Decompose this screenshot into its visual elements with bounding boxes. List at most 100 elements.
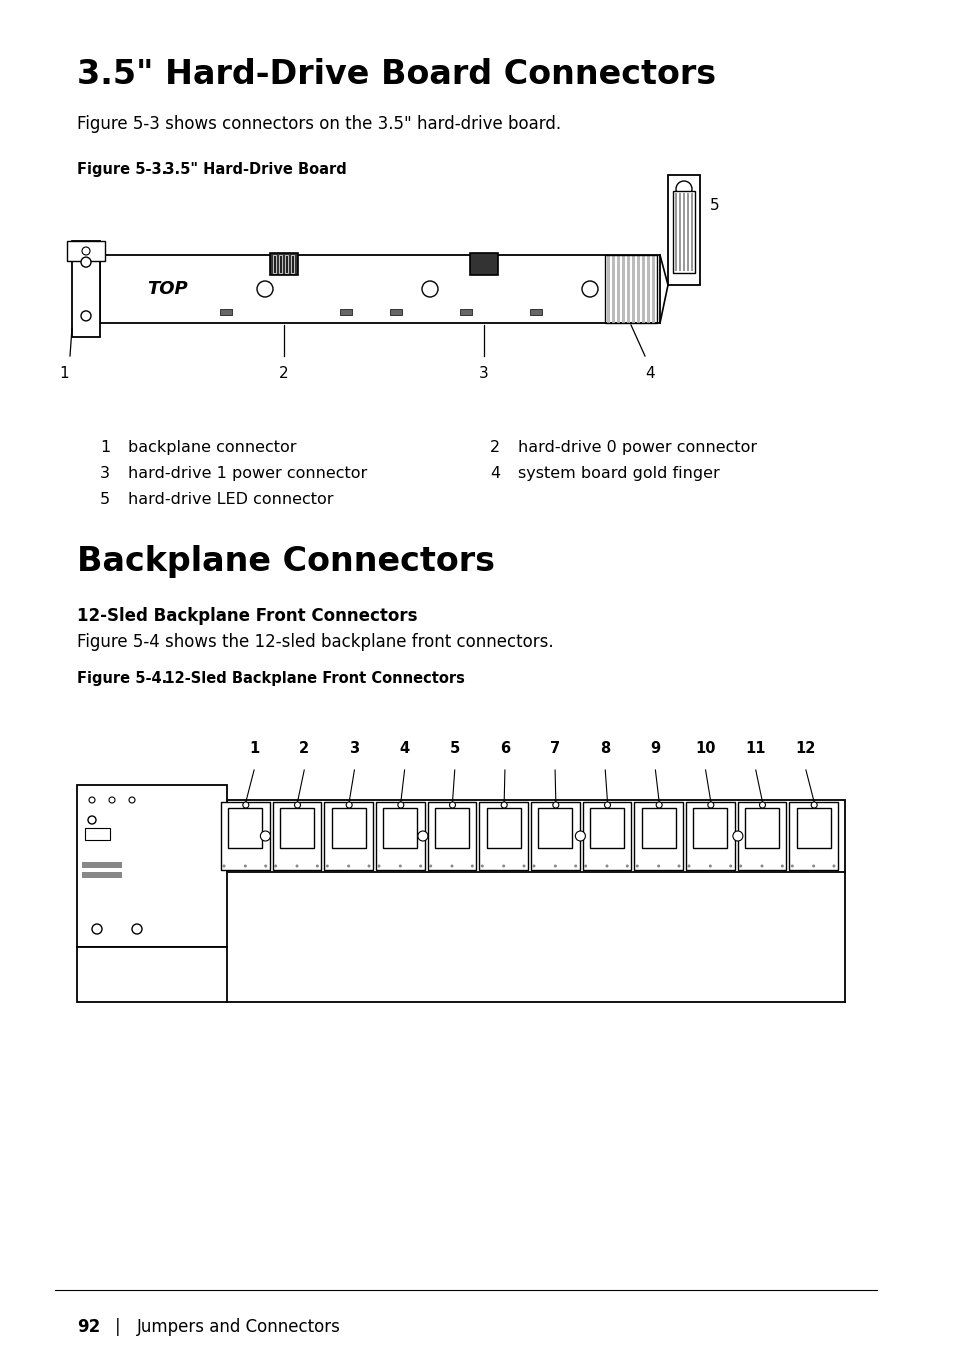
Bar	[390, 310, 401, 315]
Bar	[679, 193, 680, 270]
Circle shape	[657, 864, 659, 868]
Bar	[273, 256, 275, 273]
Circle shape	[575, 831, 585, 841]
Bar	[641, 808, 675, 848]
Bar	[737, 802, 785, 869]
Circle shape	[790, 864, 793, 868]
Circle shape	[759, 802, 764, 808]
Circle shape	[605, 864, 608, 868]
Text: Figure 5-4 shows the 12-sled backplane front connectors.: Figure 5-4 shows the 12-sled backplane f…	[77, 633, 553, 652]
Text: hard-drive 0 power connector: hard-drive 0 power connector	[517, 439, 757, 456]
Bar	[85, 827, 110, 840]
Circle shape	[450, 864, 453, 868]
Bar	[626, 256, 629, 323]
Circle shape	[81, 257, 91, 268]
Circle shape	[347, 864, 350, 868]
Bar	[470, 253, 497, 274]
Text: Jumpers and Connectors: Jumpers and Connectors	[137, 1318, 340, 1336]
Text: Backplane Connectors: Backplane Connectors	[77, 545, 495, 579]
Text: 2: 2	[299, 741, 309, 756]
Circle shape	[656, 802, 661, 808]
Circle shape	[81, 311, 91, 320]
Circle shape	[429, 864, 432, 868]
Bar	[228, 808, 262, 848]
Text: 3: 3	[100, 466, 110, 481]
Text: 7: 7	[550, 741, 559, 756]
Circle shape	[554, 864, 557, 868]
Circle shape	[471, 864, 474, 868]
Circle shape	[732, 831, 742, 841]
Text: |: |	[115, 1318, 120, 1336]
Circle shape	[811, 864, 814, 868]
Bar	[788, 802, 837, 869]
Bar	[641, 256, 644, 323]
Circle shape	[315, 864, 318, 868]
Circle shape	[274, 864, 277, 868]
Text: Figure 5-3 shows connectors on the 3.5" hard-drive board.: Figure 5-3 shows connectors on the 3.5" …	[77, 115, 560, 132]
Bar	[667, 174, 700, 285]
Bar	[612, 256, 615, 323]
Bar	[604, 256, 657, 323]
Text: hard-drive LED connector: hard-drive LED connector	[128, 492, 334, 507]
Bar	[672, 191, 695, 273]
Bar	[530, 310, 541, 315]
Bar	[631, 256, 635, 323]
Bar	[332, 808, 365, 848]
Text: 2: 2	[279, 366, 289, 381]
Text: 3: 3	[349, 741, 359, 756]
Bar	[606, 256, 609, 323]
Circle shape	[91, 923, 102, 934]
Bar	[214, 800, 844, 872]
Bar	[339, 310, 352, 315]
Circle shape	[222, 864, 225, 868]
Bar	[77, 946, 227, 1002]
Text: 4: 4	[399, 741, 409, 756]
Circle shape	[522, 864, 525, 868]
Bar	[682, 193, 684, 270]
Bar	[537, 808, 572, 848]
Bar	[675, 193, 677, 270]
Bar	[285, 256, 288, 273]
Bar	[486, 808, 520, 848]
Bar	[582, 802, 631, 869]
Bar	[375, 802, 424, 869]
Text: 8: 8	[599, 741, 610, 756]
Circle shape	[294, 802, 300, 808]
Circle shape	[500, 802, 507, 808]
Bar	[435, 808, 469, 848]
Bar	[82, 863, 122, 868]
Bar	[291, 256, 294, 273]
Circle shape	[367, 864, 370, 868]
Bar	[634, 802, 682, 869]
Text: 12: 12	[795, 741, 815, 756]
Text: 5: 5	[449, 741, 459, 756]
Text: 12-Sled Backplane Front Connectors: 12-Sled Backplane Front Connectors	[77, 607, 417, 625]
Circle shape	[574, 864, 577, 868]
Circle shape	[708, 864, 711, 868]
Circle shape	[635, 864, 639, 868]
Bar	[273, 802, 321, 869]
Text: TOP: TOP	[148, 280, 188, 297]
Circle shape	[243, 802, 249, 808]
Circle shape	[532, 864, 535, 868]
Bar	[427, 802, 476, 869]
Bar	[459, 310, 472, 315]
Circle shape	[132, 923, 142, 934]
Text: 6: 6	[499, 741, 510, 756]
Circle shape	[260, 831, 270, 841]
Bar	[744, 808, 779, 848]
Bar	[67, 241, 105, 261]
Circle shape	[676, 181, 691, 197]
Text: backplane connector: backplane connector	[128, 439, 296, 456]
Circle shape	[583, 864, 586, 868]
Bar	[646, 256, 649, 323]
Text: 4: 4	[490, 466, 499, 481]
Circle shape	[398, 864, 401, 868]
Circle shape	[707, 802, 713, 808]
Circle shape	[480, 864, 483, 868]
Text: 4: 4	[644, 366, 654, 381]
Circle shape	[89, 796, 95, 803]
Circle shape	[832, 864, 835, 868]
Text: system board gold finger: system board gold finger	[517, 466, 719, 481]
Bar	[383, 808, 416, 848]
